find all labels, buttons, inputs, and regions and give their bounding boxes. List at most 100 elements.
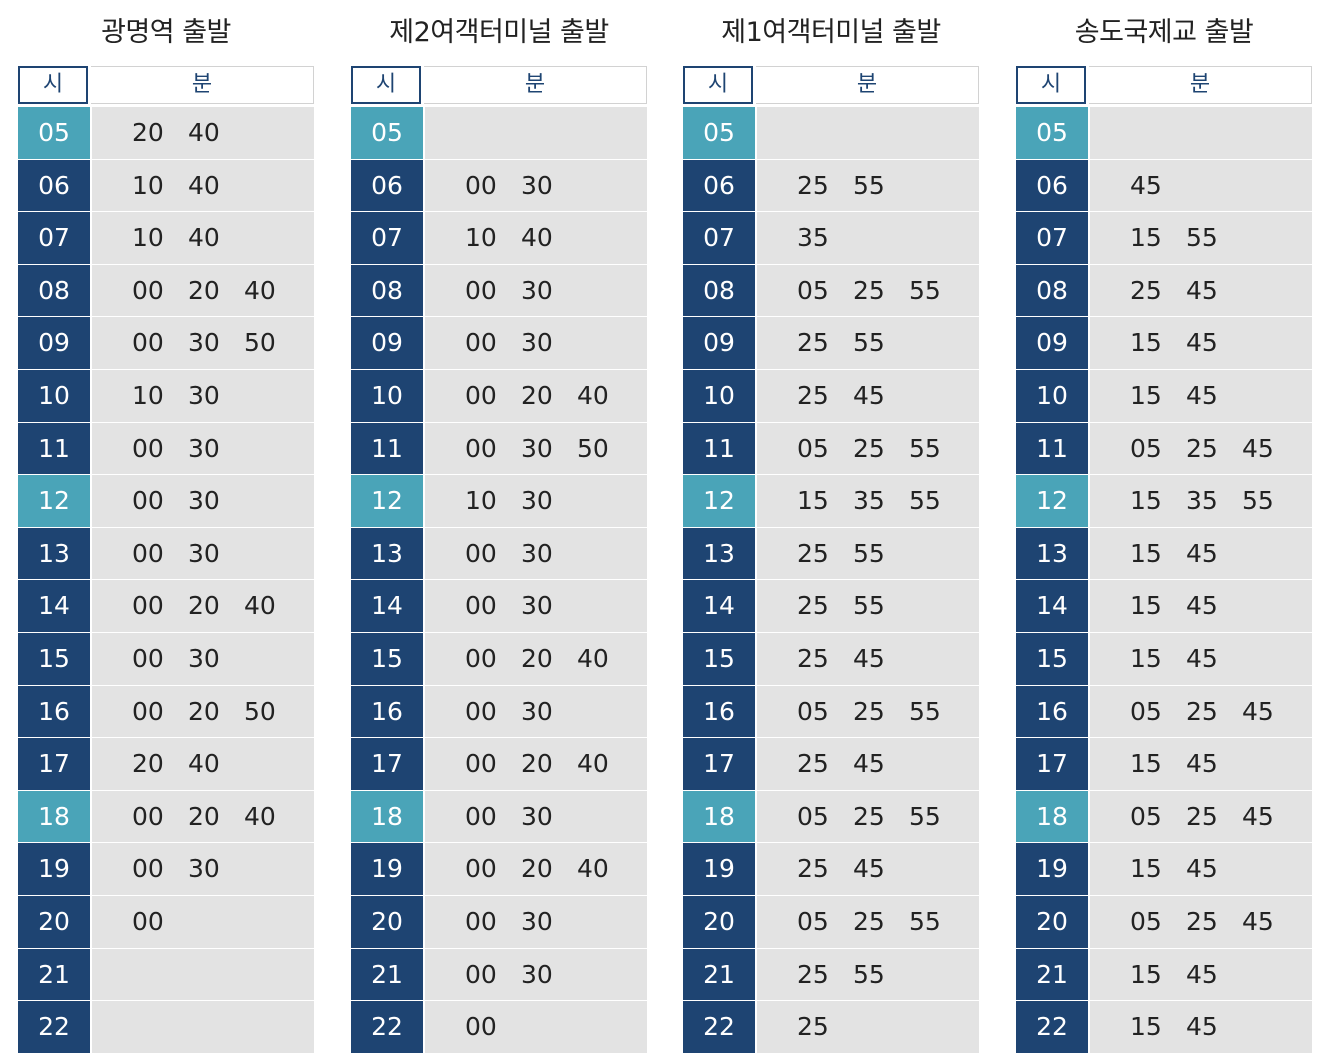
minute-column-header: 분 <box>1089 66 1312 104</box>
minute-value: 25 <box>1186 906 1218 936</box>
minute-value: 00 <box>465 328 497 358</box>
minute-value: 25 <box>797 328 829 358</box>
minute-value: 45 <box>1242 801 1274 831</box>
minutes-cell: 15 45 <box>1090 527 1312 580</box>
minute-value: 00 <box>132 854 164 884</box>
timetable-t1: 제1여객터미널 출발 시 분 05 06 25 55 07 35 08 05 25 55 09 25 5… <box>683 0 979 1054</box>
minute-value: 30 <box>521 801 553 831</box>
minute-value: 00 <box>132 486 164 516</box>
minutes-cell: 35 <box>757 212 979 264</box>
table-row: 14 15 45 <box>1016 580 1312 633</box>
minute-value: 25 <box>797 170 829 200</box>
minute-value: 15 <box>1130 854 1162 884</box>
minutes-cell: 00 30 <box>425 527 647 580</box>
table-row: 14 00 20 40 <box>18 580 314 633</box>
hour-cell: 15 <box>351 632 423 685</box>
minute-value: 00 <box>132 433 164 463</box>
timetable-header: 시 분 <box>351 66 647 104</box>
hour-cell: 06 <box>1016 159 1088 212</box>
minute-value: 45 <box>1186 959 1218 989</box>
minute-value: 30 <box>521 906 553 936</box>
table-row: 17 00 20 40 <box>351 738 647 791</box>
hour-cell: 22 <box>18 1001 90 1053</box>
hour-cell: 17 <box>351 738 423 790</box>
minute-value: 55 <box>909 486 941 516</box>
hour-cell: 08 <box>18 264 90 317</box>
minute-value: 10 <box>465 486 497 516</box>
table-row: 09 25 55 <box>683 317 979 370</box>
minute-value: 25 <box>1186 801 1218 831</box>
hour-cell: 20 <box>351 895 423 948</box>
minute-value: 20 <box>188 801 220 831</box>
minute-value: 05 <box>1130 801 1162 831</box>
minute-value: 25 <box>797 591 829 621</box>
hour-cell: 13 <box>351 527 423 580</box>
hour-cell: 19 <box>351 843 423 895</box>
minutes-cell: 25 <box>757 1001 979 1053</box>
table-row: 13 00 30 <box>351 527 647 581</box>
minutes-cell: 25 45 <box>757 738 979 790</box>
minutes-cell: 05 25 55 <box>757 685 979 738</box>
minute-value: 15 <box>1130 1012 1162 1042</box>
hour-cell: 07 <box>683 212 755 264</box>
minutes-cell: 25 55 <box>757 580 979 632</box>
hour-cell: 16 <box>1016 685 1088 738</box>
minute-value: 30 <box>521 433 553 463</box>
minutes-cell: 00 20 40 <box>92 580 314 632</box>
hour-cell: 15 <box>1016 632 1088 685</box>
timetable-t2: 제2여객터미널 출발 시 분 05 06 00 30 07 10 40 08 00 30 09 00 3… <box>351 0 647 1054</box>
minute-value: 40 <box>521 223 553 253</box>
table-row: 19 00 20 40 <box>351 843 647 896</box>
minute-value: 15 <box>1130 591 1162 621</box>
minute-value: 55 <box>909 906 941 936</box>
hour-cell: 07 <box>18 212 90 264</box>
minute-value: 45 <box>1186 1012 1218 1042</box>
table-row: 07 35 <box>683 212 979 265</box>
hour-cell: 07 <box>1016 212 1088 264</box>
minutes-cell: 00 30 <box>92 475 314 527</box>
minutes-cell: 10 30 <box>425 475 647 527</box>
minute-value: 55 <box>909 433 941 463</box>
hour-cell: 11 <box>683 422 755 475</box>
minutes-cell: 15 45 <box>1090 317 1312 369</box>
hour-cell: 13 <box>683 527 755 580</box>
minutes-cell: 15 35 55 <box>757 475 979 527</box>
minutes-cell: 00 <box>425 1001 647 1053</box>
minute-value: 55 <box>853 538 885 568</box>
minute-value: 40 <box>188 749 220 779</box>
table-row: 09 00 30 50 <box>18 317 314 370</box>
hour-cell: 15 <box>683 632 755 685</box>
hour-cell: 21 <box>18 948 90 1001</box>
minute-value: 30 <box>188 433 220 463</box>
minute-value: 30 <box>521 275 553 305</box>
table-row: 19 25 45 <box>683 843 979 896</box>
hour-cell: 12 <box>1016 475 1088 527</box>
hour-cell: 22 <box>1016 1001 1088 1053</box>
minutes-cell: 00 20 50 <box>92 685 314 738</box>
minute-value: 15 <box>1130 749 1162 779</box>
minute-value: 50 <box>244 696 276 726</box>
minutes-cell: 25 45 <box>757 843 979 895</box>
table-row: 20 05 25 55 <box>683 895 979 949</box>
minute-value: 25 <box>853 696 885 726</box>
minutes-cell: 00 30 <box>425 948 647 1001</box>
table-row: 22 25 <box>683 1001 979 1054</box>
minute-value: 40 <box>244 801 276 831</box>
hour-cell: 17 <box>1016 738 1088 790</box>
minute-value: 05 <box>797 275 829 305</box>
timetable-title: 송도국제교 출발 <box>1074 17 1254 48</box>
minute-value: 25 <box>797 854 829 884</box>
minutes-cell: 15 45 <box>1090 738 1312 790</box>
minutes-cell: 25 55 <box>757 948 979 1001</box>
minute-value: 25 <box>1130 275 1162 305</box>
timetable-gwangmyeong: 광명역 출발 시 분 05 20 40 06 10 40 07 10 40 08 00 20 40 09 0… <box>18 0 314 1054</box>
minutes-cell: 00 30 <box>425 685 647 738</box>
hour-cell: 12 <box>18 475 90 527</box>
minutes-cell: 05 25 45 <box>1090 685 1312 738</box>
hour-cell: 09 <box>1016 317 1088 369</box>
table-row: 06 45 <box>1016 159 1312 213</box>
minutes-cell: 00 20 40 <box>425 369 647 422</box>
hour-column-header: 시 <box>1016 66 1086 104</box>
table-row: 21 <box>18 948 314 1002</box>
minute-value: 55 <box>853 170 885 200</box>
